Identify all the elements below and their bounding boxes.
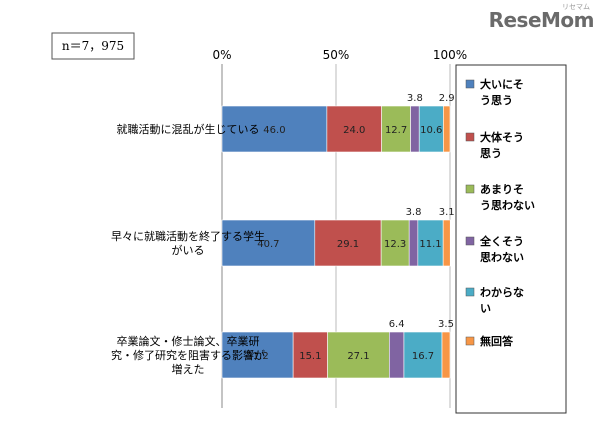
legend-label-1-line-0: 大体そう (480, 130, 524, 144)
legend-label-0-line-1: う思う (480, 94, 513, 107)
value-label-above-c2-s5: 3.5 (438, 319, 454, 330)
bar-c2-s1 (292, 331, 328, 379)
tick-label-50: 50% (323, 48, 350, 62)
legend-label-4-line-0: わからな (480, 286, 524, 299)
value-label-above-c1-s5: 3.1 (439, 207, 455, 218)
bar-c0-s5 (443, 105, 451, 153)
bar-c1-s2 (380, 219, 410, 267)
sample-size-box (51, 32, 135, 60)
value-label-above-c0-s5: 2.9 (439, 93, 455, 104)
legend-label-1-line-1: 思う (480, 147, 502, 160)
value-label-above-c1-s3: 3.8 (406, 207, 422, 218)
legend-label-4-line-1: い (480, 302, 491, 315)
legend-swatch-4 (465, 287, 475, 297)
bar-c2-s5 (441, 331, 451, 379)
legend-swatch-5 (465, 336, 475, 346)
value-label-above-c2-s3: 6.4 (389, 319, 405, 330)
legend-label-3-line-0: 全くそう (479, 234, 524, 248)
legend-label-2-line-0: あまりそ (480, 183, 524, 196)
bar-c2-s2 (327, 331, 390, 379)
value-label-c0-s4: 10.6 (420, 125, 442, 136)
logo-small-text: リセマム (562, 3, 590, 11)
category-label-1-line-0: 早々に就職活動を終了する学生 (111, 229, 265, 243)
logo-text: ReseMom (488, 8, 595, 32)
value-label-c1-s2: 12.3 (384, 239, 406, 250)
bar-c2-s0 (221, 331, 294, 379)
x-axis-ticks: 0% 50% 100% (212, 48, 467, 62)
sample-size-label: n＝7，975 (62, 39, 124, 53)
value-label-c2-s0: 31.2 (246, 351, 268, 362)
value-label-c2-s2: 27.1 (347, 351, 369, 362)
value-label-c0-s2: 12.7 (385, 125, 407, 136)
legend-swatch-2 (465, 184, 475, 194)
tick-label-0: 0% (212, 48, 231, 62)
bar-c2-s3 (389, 331, 405, 379)
legend-label-0-line-0: 大いにそ (480, 77, 524, 91)
value-label-c0-s1: 24.0 (343, 125, 365, 136)
value-label-c2-s1: 15.1 (299, 351, 321, 362)
bar-c0-s1 (326, 105, 382, 153)
legend-swatch-1 (465, 132, 475, 142)
legend-label-2-line-1: う思わない (480, 199, 535, 212)
value-label-c2-s4: 16.7 (412, 351, 434, 362)
category-label-0-line-0: 就職活動に混乱が生じている (117, 122, 260, 136)
legend-swatch-0 (465, 79, 475, 89)
category-labels: 就職活動に混乱が生じている早々に就職活動を終了する学生がいる卒業論文・修士論文、… (111, 122, 265, 376)
bar-c0-s0 (221, 105, 328, 153)
bar-c1-s4 (417, 219, 444, 267)
value-label-c1-s1: 29.1 (337, 239, 359, 250)
bar-c2-s4 (403, 331, 443, 379)
tick-label-100: 100% (433, 48, 467, 62)
value-label-c1-s0: 40.7 (257, 239, 279, 250)
category-label-2-line-2: 増えた (172, 363, 205, 376)
bar-c0-s4 (418, 105, 444, 153)
resemom-logo: ReseMom リセマム (488, 3, 595, 32)
bar-c0-s3 (410, 105, 420, 153)
category-label-2-line-1: 究・修了研究を阻害する影響が (111, 348, 265, 362)
bar-c1-s5 (442, 219, 451, 267)
legend-label-5-line-0: 無回答 (480, 334, 514, 348)
value-label-c1-s4: 11.1 (419, 239, 441, 250)
category-label-1-line-1: がいる (172, 243, 205, 257)
legend-label-3-line-1: 思わない (480, 251, 524, 264)
legend-box (455, 64, 567, 414)
value-label-above-c0-s3: 3.8 (407, 93, 423, 104)
value-label-c0-s0: 46.0 (263, 125, 285, 136)
category-label-2-line-0: 卒業論文・修士論文、卒業研 (117, 334, 260, 348)
legend-swatch-3 (465, 236, 475, 246)
bars: 46.0 24.0 12.7 10.6 3.8 2.9 40.7 29.1 12.3 11.1 3.… (221, 93, 455, 379)
bar-c1-s3 (408, 219, 419, 267)
bar-c1-s1 (314, 219, 382, 267)
